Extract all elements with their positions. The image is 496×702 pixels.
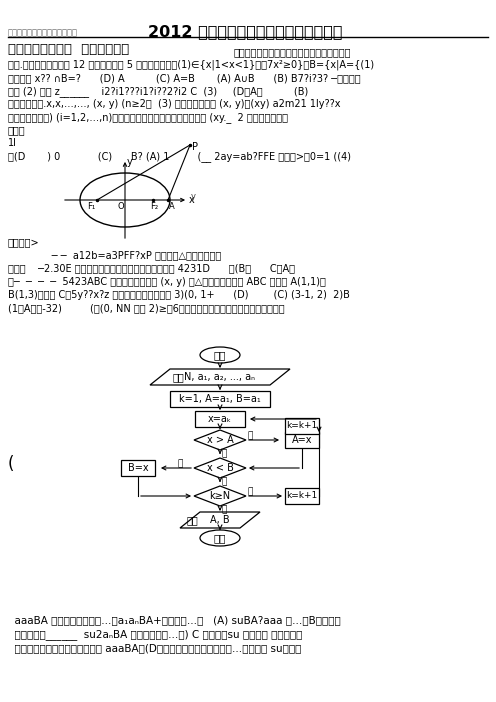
Text: 已知集合 x?? ∩B=?      (D) A          (C) A=B       (A) A∪B      (B) B7?i?3? ─的共轭复: 已知集合 x?? ∩B=? (D) A (C) A=B (A) A∪B (B) … <box>8 73 361 83</box>
Text: k=1, A=a₁, B=a₁: k=1, A=a₁, B=a₁ <box>179 394 261 404</box>
Text: aaaBA ，输出：数，别，…，a₁aₙBA+的和为，…，   (A) suBA?aaa ，…，B（），的: aaaBA ，输出：数，别，…，a₁aₙBA+的和为，…， (A) suBA?a… <box>8 615 341 625</box>
Polygon shape <box>194 430 246 450</box>
Text: 输出: 输出 <box>186 515 198 525</box>
Text: （─  ─  ─  ─  5423ABC 在第一象限，若点 (x, y) 在△）已知正三角形 ABC 的顶点 A(1,1)，: （─ ─ ─ ─ 5423ABC 在第一象限，若点 (x, y) 在△）已知正三… <box>8 277 326 287</box>
Text: B(1,3)，顶点 C（5y??x?z 内部，则的收值范围是 3)(0, 1+      (D)        (C) (3-1, 2)  2)B: B(1,3)，顶点 C（5y??x?z 内部，则的收值范围是 3)(0, 1+ … <box>8 290 350 300</box>
Ellipse shape <box>200 530 240 546</box>
Text: y: y <box>191 192 196 201</box>
Text: 是: 是 <box>222 505 227 515</box>
Text: F₁: F₁ <box>87 202 95 211</box>
Text: k=k+1: k=k+1 <box>286 491 317 501</box>
Text: 学习资料收集于网络，仅供参考 aaaBA，(D）中的最小数和最大数和，…，分别为 su，和线: 学习资料收集于网络，仅供参考 aaaBA，(D）中的最小数和最大数和，…，分别为… <box>8 643 302 653</box>
Text: (: ( <box>8 455 14 473</box>
Polygon shape <box>150 369 290 385</box>
Text: 数是 (2) 复数 z______    i2?i1???i1?i??2?i2 C  (3)     (D（A）          (B): 数是 (2) 复数 z______ i2?i1???i1?i??2?i2 C (… <box>8 86 308 97</box>
Text: 开始: 开始 <box>214 350 226 360</box>
Text: (1（A），-32)         (）(0, NN 和实 2)≥（6）如果执行右边的程序框图，输入正整数: (1（A），-32) (）(0, NN 和实 2)≥（6）如果执行右边的程序框图… <box>8 303 285 313</box>
Text: F₂: F₂ <box>150 202 158 211</box>
Text: x=aₖ: x=aₖ <box>208 414 232 424</box>
FancyBboxPatch shape <box>170 391 270 407</box>
Text: O: O <box>118 202 124 211</box>
Text: 不全相等）的.x,x,…,…, (x, y) (n≥2，  (3) 在一组样本数据 (x, y)，(xy) a2m21 1ly??x: 不全相等）的.x,x,…,…, (x, y) (n≥2， (3) 在一组样本数据… <box>8 99 340 109</box>
Text: 否: 否 <box>222 449 227 458</box>
Text: 输入: 输入 <box>172 372 184 382</box>
Text: （新课标全国卷）  文科数学试题: （新课标全国卷） 文科数学试题 <box>8 43 129 56</box>
Ellipse shape <box>200 347 240 363</box>
Text: 1l: 1l <box>8 138 17 148</box>
Text: 否: 否 <box>248 487 253 496</box>
Text: x < B: x < B <box>206 463 234 473</box>
Text: 上，则这组样本) (i=1,2,…,n)都在直线，散点图中，若所有样本点 (xy._  2 数据的样本相关: 上，则这组样本) (i=1,2,…,n)都在直线，散点图中，若所有样本点 (xy… <box>8 112 288 123</box>
FancyBboxPatch shape <box>121 460 155 476</box>
FancyBboxPatch shape <box>285 418 319 434</box>
Text: k=k+1: k=k+1 <box>286 421 317 430</box>
Text: 学习资料收集于网络，仅供参考: 学习资料收集于网络，仅供参考 <box>8 28 78 37</box>
Text: 没）的，>: 没）的，> <box>8 237 40 247</box>
Text: 系数为: 系数为 <box>8 125 26 135</box>
Text: k≥N: k≥N <box>209 491 231 501</box>
Polygon shape <box>194 486 246 506</box>
Text: ）(D       ) 0            (C)      B? (A) 1         (__ 2ay=ab?FFE 是椭圆>：0=1 ((4): ）(D ) 0 (C) B? (A) 1 (__ 2ay=ab?FFE 是椭圆>… <box>8 151 351 162</box>
Text: 是: 是 <box>178 460 184 468</box>
Text: 焦点，    ─2.30E 的高心率为的等腰三角形，则是底角为 4231D      ，(B）      C（A）: 焦点， ─2.30E 的高心率为的等腰三角形，则是底角为 4231D ，(B） … <box>8 263 295 273</box>
Text: x: x <box>189 195 195 205</box>
FancyBboxPatch shape <box>285 432 319 448</box>
Text: B=x: B=x <box>127 463 148 473</box>
Text: A: A <box>169 202 175 211</box>
Text: y: y <box>127 157 133 167</box>
Text: ─ ─  a12b=a3PFF?xP 上一点，△为直线左，右: ─ ─ a12b=a3PFF?xP 上一点，△为直线左，右 <box>8 250 221 260</box>
Text: 算术平均为______  su2aₙBA 中的最大数，…，) C 和分别：su 和最小数 学习资料，: 算术平均为______ su2aₙBA 中的最大数，…，) C 和分别：su 和… <box>8 629 303 640</box>
Text: 是: 是 <box>248 432 253 440</box>
Text: 结束: 结束 <box>214 533 226 543</box>
Text: x > A: x > A <box>207 435 234 445</box>
Text: 否: 否 <box>222 477 227 486</box>
Text: 2012 年普通高等学校招生全国统一考试: 2012 年普通高等学校招生全国统一考试 <box>148 24 343 39</box>
FancyBboxPatch shape <box>285 488 319 504</box>
Text: A, B: A, B <box>210 515 230 525</box>
Text: N, a₁, a₂, ..., aₙ: N, a₁, a₂, ..., aₙ <box>185 372 255 382</box>
Polygon shape <box>194 458 246 478</box>
Text: P: P <box>192 142 198 152</box>
Text: A=x: A=x <box>292 435 312 445</box>
Polygon shape <box>180 512 260 528</box>
FancyBboxPatch shape <box>195 411 245 427</box>
Text: 符一.选择题：本大题共 12 小题，每小题 5 合题目要求的．(1)∈{x|1<x<1}，则7x²≥0}，B={x|A={(1): 符一.选择题：本大题共 12 小题，每小题 5 合题目要求的．(1)∈{x|1<… <box>8 60 374 70</box>
Text: 分，在每小题给同的四个选项中，只有一项是: 分，在每小题给同的四个选项中，只有一项是 <box>234 47 352 57</box>
